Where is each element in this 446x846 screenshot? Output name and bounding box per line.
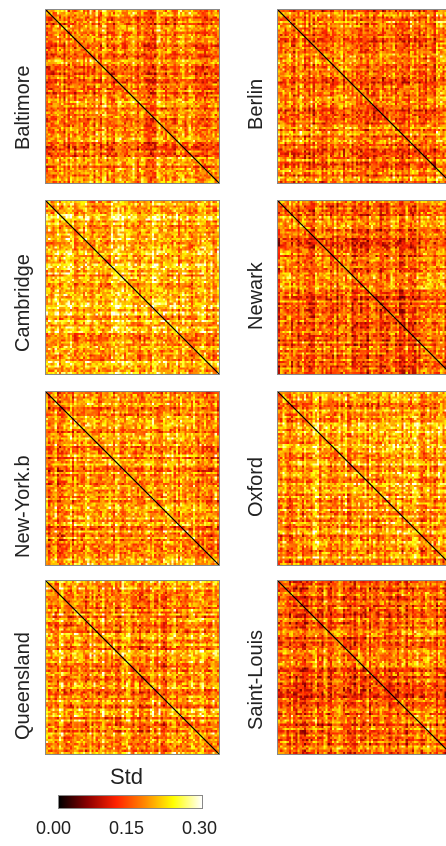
panel-label-saint-louis: Saint-Louis: [245, 629, 267, 730]
heatmap-new-york-b: [45, 391, 220, 566]
colorbar-title: Std: [110, 764, 144, 789]
colorbar-tick-mid: 0.15: [109, 818, 145, 838]
heatmap-newark: [277, 200, 446, 375]
colorbar-tick-max: 0.30: [182, 818, 218, 838]
heatmap-oxford: [277, 391, 446, 566]
panel-label-berlin: Berlin: [245, 78, 267, 130]
heatmap-berlin: [277, 9, 446, 184]
heatmap-baltimore: [45, 9, 220, 184]
heatmap-queensland: [45, 580, 220, 755]
panel-label-new-york-b: New-York.b: [12, 455, 34, 558]
colorbar: [58, 795, 203, 809]
panel-label-cambridge: Cambridge: [12, 254, 34, 352]
panel-label-newark: Newark: [245, 262, 267, 330]
heatmap-cambridge: [45, 200, 220, 375]
panel-label-queensland: Queensland: [12, 632, 34, 740]
panel-label-baltimore: Baltimore: [12, 65, 34, 150]
heatmap-saint-louis: [277, 580, 446, 755]
colorbar-tick-min: 0.00: [36, 818, 72, 838]
panel-label-oxford: Oxford: [245, 456, 267, 517]
